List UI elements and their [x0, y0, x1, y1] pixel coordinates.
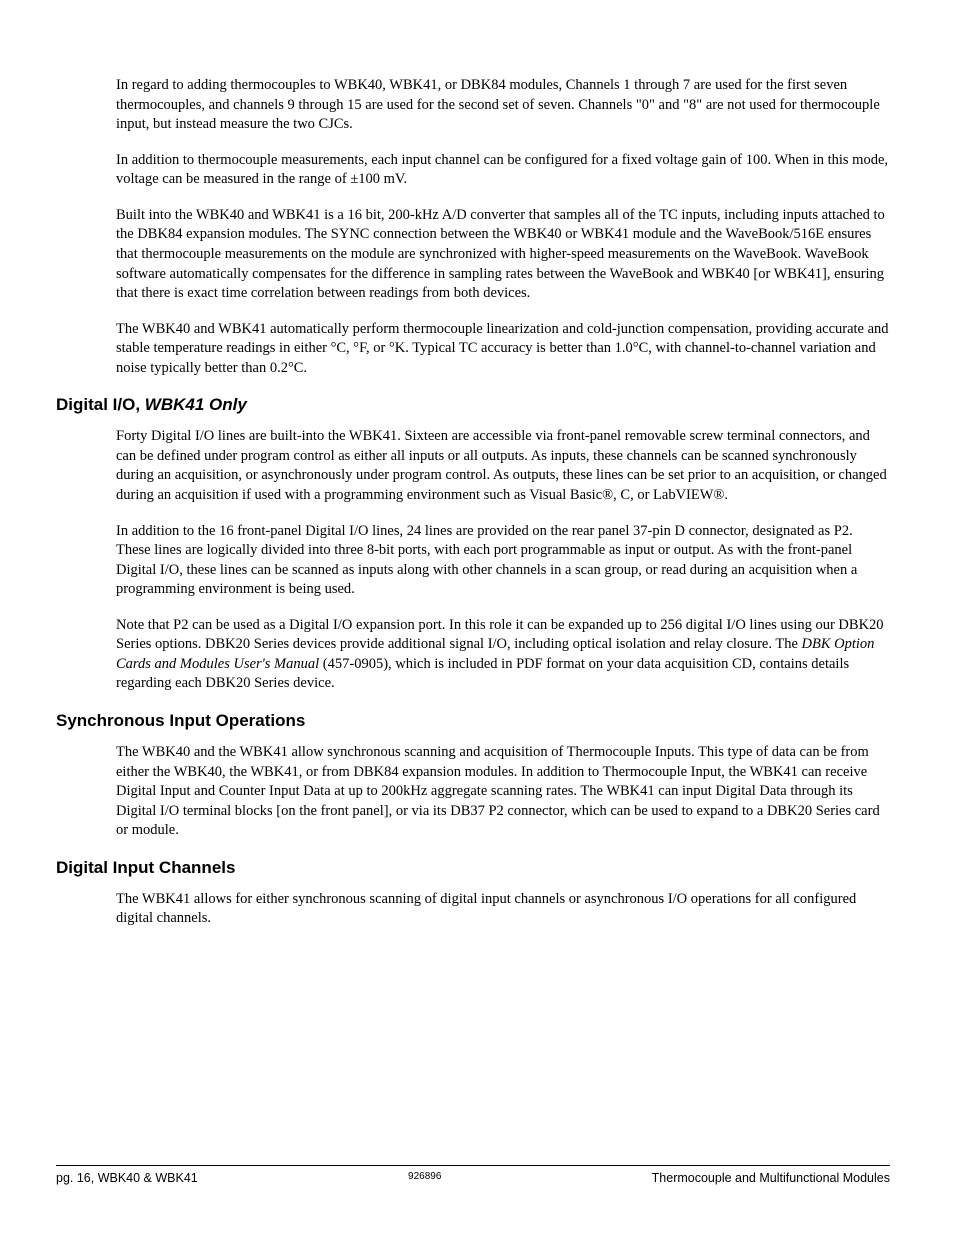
paragraph-intro-1: In regard to adding thermocouples to WBK…	[116, 76, 890, 135]
footer-left: pg. 16, WBK40 & WBK41	[56, 1170, 198, 1187]
heading-digital-input: Digital Input Channels	[56, 857, 890, 880]
page-footer: pg. 16, WBK40 & WBK41 926896 Thermocoupl…	[56, 1165, 890, 1187]
paragraph-digital-io-3: Note that P2 can be used as a Digital I/…	[116, 616, 890, 694]
heading-digital-io-prefix: Digital I/O,	[56, 395, 145, 414]
heading-digital-io-italic: WBK41 Only	[145, 395, 247, 414]
paragraph-sync-ops-1: The WBK40 and the WBK41 allow synchronou…	[116, 743, 890, 841]
paragraph-intro-4: The WBK40 and WBK41 automatically perfor…	[116, 320, 890, 379]
heading-digital-io: Digital I/O, WBK41 Only	[56, 394, 890, 417]
heading-sync-ops: Synchronous Input Operations	[56, 710, 890, 733]
paragraph-digital-input-1: The WBK41 allows for either synchronous …	[116, 890, 890, 929]
footer-center: 926896	[408, 1170, 441, 1187]
paragraph-intro-3: Built into the WBK40 and WBK41 is a 16 b…	[116, 206, 890, 304]
paragraph-digital-io-2: In addition to the 16 front-panel Digita…	[116, 522, 890, 600]
paragraph-digital-io-3-a: Note that P2 can be used as a Digital I/…	[116, 617, 884, 653]
paragraph-digital-io-1: Forty Digital I/O lines are built-into t…	[116, 427, 890, 505]
footer-right: Thermocouple and Multifunctional Modules	[652, 1170, 890, 1187]
paragraph-intro-2: In addition to thermocouple measurements…	[116, 151, 890, 190]
